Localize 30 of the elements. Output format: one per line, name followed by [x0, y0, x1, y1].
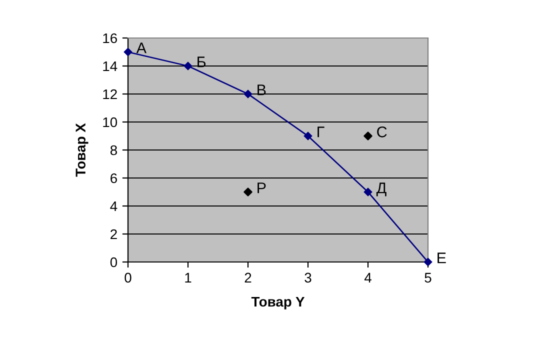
point [304, 132, 312, 140]
y-tick-label: 4 [110, 201, 118, 212]
point [364, 132, 372, 140]
annotation: С [377, 126, 387, 138]
y-tick-label: 8 [110, 145, 117, 156]
x-tick-label: 5 [424, 272, 432, 283]
annotation: Е [438, 252, 446, 264]
y-tick-label: 14 [103, 61, 118, 72]
annotation: А [136, 42, 146, 54]
y-tick-label: 0 [110, 257, 118, 268]
annotation: Д [376, 182, 386, 196]
x-tick-label: 0 [124, 272, 132, 283]
y-tick-label: 10 [103, 117, 118, 128]
y-axis-title: Товар X [76, 123, 88, 177]
point [364, 188, 372, 196]
point [184, 62, 192, 70]
y-tick-label: 12 [103, 89, 117, 100]
point [124, 48, 132, 56]
y-tick-label: 16 [103, 33, 117, 44]
point [244, 90, 252, 98]
x-tick-label: 4 [364, 272, 372, 282]
x-axis-title: Товар Y [251, 296, 305, 310]
y-tick-label: 2 [110, 229, 117, 240]
x-tick-label: 1 [185, 272, 192, 282]
x-tick-label: 3 [304, 272, 312, 283]
annotation: Г [318, 126, 324, 138]
y-tick-label: 6 [110, 173, 117, 184]
point [244, 188, 252, 196]
x-tick-label: 2 [244, 272, 252, 282]
annotation: Р [258, 182, 266, 194]
